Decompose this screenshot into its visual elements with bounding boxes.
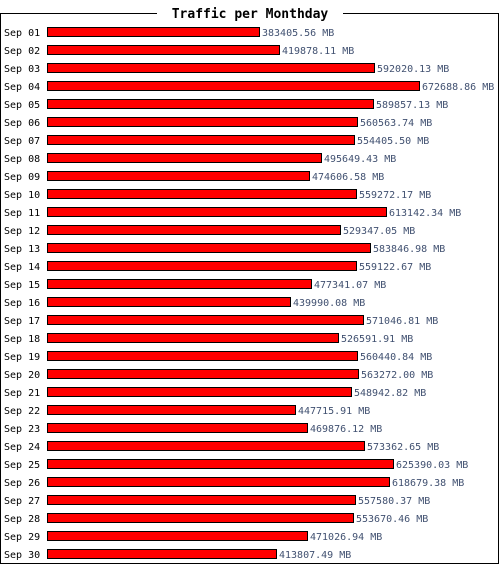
value-label: 554405.50 MB [357,136,429,147]
value-label: 548942.82 MB [354,388,426,399]
bar [47,171,310,181]
value-label: 560563.74 MB [360,118,432,129]
category-label: Sep 17 [4,316,40,327]
bar [47,405,296,415]
category-label: Sep 07 [4,136,40,147]
category-label: Sep 21 [4,388,40,399]
value-label: 469876.12 MB [310,424,382,435]
bar [47,315,364,325]
bar [47,189,357,199]
bar [47,117,358,127]
category-label: Sep 22 [4,406,40,417]
value-label: 672688.86 MB [422,82,494,93]
category-label: Sep 25 [4,460,40,471]
category-label: Sep 11 [4,208,40,219]
bar [47,423,308,433]
category-label: Sep 05 [4,100,40,111]
category-label: Sep 01 [4,28,40,39]
value-label: 419878.11 MB [282,46,354,57]
value-label: 592020.13 MB [377,64,449,75]
value-label: 563272.00 MB [361,370,433,381]
value-label: 439990.08 MB [293,298,365,309]
category-label: Sep 23 [4,424,40,435]
category-label: Sep 09 [4,172,40,183]
value-label: 559272.17 MB [359,190,431,201]
title-backdrop [157,4,343,22]
bar [47,369,359,379]
category-label: Sep 10 [4,190,40,201]
bar [47,99,374,109]
bar [47,351,358,361]
value-label: 471026.94 MB [310,532,382,543]
category-label: Sep 24 [4,442,40,453]
value-label: 526591.91 MB [341,334,413,345]
bar [47,45,280,55]
bar [47,513,354,523]
bar [47,243,371,253]
category-label: Sep 06 [4,118,40,129]
category-label: Sep 28 [4,514,40,525]
value-label: 529347.05 MB [343,226,415,237]
bar [47,153,322,163]
value-label: 383405.56 MB [262,28,334,39]
bar [47,531,308,541]
value-label: 583846.98 MB [373,244,445,255]
bar [47,459,394,469]
category-label: Sep 27 [4,496,40,507]
category-label: Sep 26 [4,478,40,489]
value-label: 413807.49 MB [279,550,351,561]
category-label: Sep 19 [4,352,40,363]
bar-group: Sep 01 383405.56 MB Sep 02 419878.11 MB Sep … [4,27,494,561]
bar [47,279,312,289]
value-label: 559122.67 MB [359,262,431,273]
value-label: 474606.58 MB [312,172,384,183]
category-label: Sep 20 [4,370,40,381]
value-label: 557580.37 MB [358,496,430,507]
value-label: 447715.91 MB [298,406,370,417]
bar [47,477,390,487]
chart-title: Traffic per Monthday [172,7,329,22]
bar [47,333,339,343]
bar [47,495,356,505]
value-label: 553670.46 MB [356,514,428,525]
bar [47,207,387,217]
value-label: 573362.65 MB [367,442,439,453]
bar [47,441,365,451]
value-label: 625390.03 MB [396,460,468,471]
bar [47,27,260,37]
category-label: Sep 12 [4,226,40,237]
bar [47,63,375,73]
value-label: 589857.13 MB [376,100,448,111]
bar [47,549,277,559]
bar [47,135,355,145]
bar [47,297,291,307]
category-label: Sep 30 [4,550,40,561]
value-label: 613142.34 MB [389,208,461,219]
value-label: 560440.84 MB [360,352,432,363]
category-label: Sep 29 [4,532,40,543]
value-label: 571046.81 MB [366,316,438,327]
category-label: Sep 15 [4,280,40,291]
category-label: Sep 04 [4,82,40,93]
bar [47,387,352,397]
category-label: Sep 02 [4,46,40,57]
bar [47,261,357,271]
category-label: Sep 18 [4,334,40,345]
category-label: Sep 14 [4,262,40,273]
bar [47,225,341,235]
value-label: 477341.07 MB [314,280,386,291]
category-label: Sep 13 [4,244,40,255]
category-label: Sep 03 [4,64,40,75]
category-label: Sep 16 [4,298,40,309]
value-label: 495649.43 MB [324,154,396,165]
bar [47,81,420,91]
category-label: Sep 08 [4,154,40,165]
value-label: 618679.38 MB [392,478,464,489]
